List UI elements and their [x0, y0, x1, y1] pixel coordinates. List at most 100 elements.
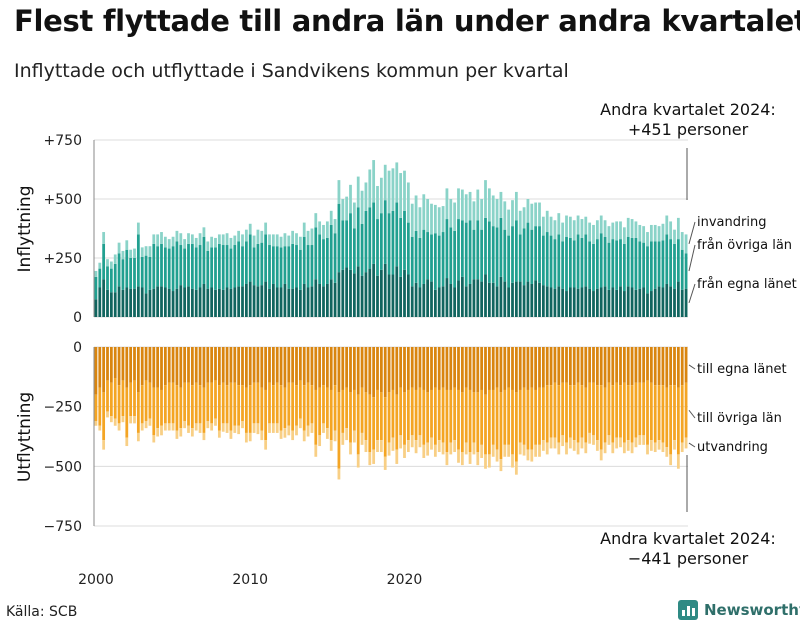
in-bar-egna [437, 287, 441, 317]
ut-bar-egna [237, 347, 241, 386]
ut-bar-egna [156, 347, 160, 388]
in-bar-egna [538, 282, 541, 317]
in-bar-ovriga [94, 276, 98, 300]
in-bar-ovriga [599, 233, 603, 288]
in-bar-egna [190, 288, 194, 317]
in-bar-egna [657, 286, 661, 317]
ut-annotation-title: Andra kvartalet 2024: [600, 529, 776, 548]
legend-label: till övriga län [697, 411, 782, 426]
ut-bar-utvandring [460, 452, 464, 466]
in-bar-ovriga [580, 237, 584, 288]
ut-bar-utvandring [619, 437, 622, 448]
in-bar-egna [102, 279, 106, 317]
ut-bar-egna [352, 347, 356, 390]
ut-bar-egna [391, 347, 395, 390]
in-bar-ovriga [117, 253, 121, 287]
ut-bar-ovriga [414, 389, 418, 441]
ut-bar-ovriga [275, 382, 279, 424]
ut-bar-egna [229, 347, 233, 383]
ut-bar-ovriga [295, 385, 298, 426]
in-bar-invandring [653, 224, 657, 242]
in-bar-egna [325, 283, 329, 317]
in-bar-ovriga [653, 241, 657, 289]
ut-bar-egna [117, 347, 121, 386]
in-bar-ovriga [399, 217, 403, 277]
in-bar-ovriga [568, 237, 572, 288]
in-bar-ovriga [499, 217, 503, 277]
in-bar-egna [260, 285, 264, 317]
in-bar-invandring [684, 234, 688, 254]
in-bar-egna [607, 289, 611, 317]
ut-bar-ovriga [183, 382, 187, 421]
ut-bar-utvandring [418, 435, 422, 448]
in-bar-invandring [507, 209, 511, 236]
ut-bar-ovriga [109, 382, 113, 417]
ut-bar-utvandring [379, 440, 383, 453]
in-ytick-label: +500 [44, 192, 82, 208]
ut-bar-ovriga [225, 385, 229, 424]
in-bar-egna [109, 292, 113, 317]
ut-bar-utvandring [275, 423, 279, 433]
ut-bar-egna [611, 347, 615, 386]
in-bar-egna [217, 288, 221, 317]
in-bar-egna [649, 291, 653, 317]
ut-bar-utvandring [329, 440, 333, 451]
in-bar-invandring [630, 219, 634, 238]
in-bar-ovriga [680, 249, 684, 290]
ut-bar-ovriga [503, 389, 507, 445]
in-bar-egna [534, 280, 538, 317]
ut-bar-egna [661, 347, 665, 386]
ut-bar-utvandring [518, 442, 522, 455]
in-bar-ovriga [271, 246, 275, 284]
ut-bar-egna [595, 347, 599, 386]
in-bar-egna [175, 288, 179, 317]
in-bar-invandring [271, 234, 275, 247]
ut-bar-utvandring [167, 423, 171, 431]
ut-bar-egna [167, 347, 171, 383]
in-bar-egna [615, 289, 619, 317]
in-bar-ovriga [433, 233, 437, 290]
ut-bar-utvandring [649, 440, 653, 451]
in-bar-egna [349, 269, 352, 317]
ut-bar-egna [642, 347, 646, 383]
ut-bar-egna [121, 347, 125, 381]
in-bar-egna [314, 279, 318, 317]
ut-bar-ovriga [595, 385, 599, 441]
ut-bar-utvandring [507, 444, 511, 457]
ut-bar-ovriga [268, 382, 271, 424]
ut-bar-utvandring [391, 437, 395, 451]
in-bar-ovriga [395, 202, 399, 267]
in-bar-ovriga [538, 226, 541, 283]
ut-bar-utvandring [603, 442, 607, 454]
in-bar-invandring [221, 234, 225, 246]
ut-bar-utvandring [198, 423, 202, 433]
in-bar-invandring [568, 216, 572, 238]
in-bar-egna [638, 288, 642, 317]
in-bar-egna [568, 287, 572, 317]
in-bar-ovriga [403, 210, 406, 270]
ut-bar-utvandring [541, 440, 545, 451]
ut-bar-egna [634, 347, 638, 383]
in-bar-ovriga [453, 230, 457, 288]
in-bar-ovriga [391, 210, 395, 275]
in-ytick-label: +250 [44, 251, 82, 267]
ut-bar-ovriga [121, 380, 125, 417]
ut-bar-utvandring [325, 428, 329, 439]
in-bar-egna [329, 279, 333, 317]
ut-bar-ovriga [136, 392, 140, 433]
ut-bar-utvandring [395, 449, 399, 464]
in-bar-egna [352, 273, 356, 317]
ut-bar-egna [383, 347, 387, 398]
in-bar-invandring [414, 195, 418, 231]
in-bar-ovriga [160, 243, 163, 287]
in-bar-egna [167, 288, 171, 317]
ut-bar-ovriga [237, 385, 241, 426]
in-bar-invandring [376, 186, 379, 220]
ut-bar-utvandring [561, 435, 565, 447]
in-bar-egna [106, 289, 109, 317]
in-bar-egna [399, 276, 403, 317]
ut-bar-utvandring [133, 416, 136, 424]
ut-bar-ovriga [584, 387, 588, 443]
in-bar-invandring [426, 199, 430, 233]
in-bar-invandring [603, 220, 607, 237]
